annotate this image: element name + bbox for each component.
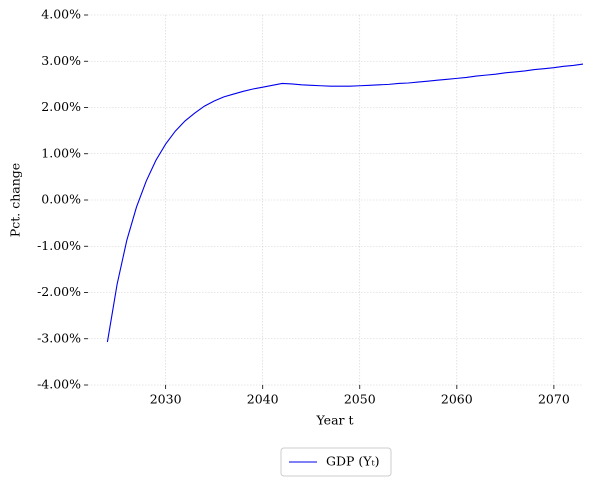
y-tick-label: 3.00% bbox=[41, 53, 81, 68]
x-axis-label: Year t bbox=[316, 413, 354, 428]
legend: GDP (Yₜ) bbox=[280, 447, 392, 477]
y-tick-label: 2.00% bbox=[41, 99, 81, 114]
x-tick-label: 2050 bbox=[344, 392, 376, 407]
x-tick-label: 2030 bbox=[150, 392, 182, 407]
legend-box bbox=[280, 447, 392, 477]
x-tick-label: 2070 bbox=[538, 392, 570, 407]
line bbox=[106, 63, 584, 343]
y-tick-label: -3.00% bbox=[37, 330, 81, 345]
y-tick-label: -1.00% bbox=[37, 238, 81, 253]
x-tick-label: 2040 bbox=[247, 392, 279, 407]
y-tick-label: 0.00% bbox=[41, 192, 81, 207]
legend-label: GDP (Yₜ) bbox=[326, 454, 379, 469]
y-axis-label: Pct. change bbox=[8, 163, 23, 237]
y-tick-label: 4.00% bbox=[41, 7, 81, 22]
x-tick-label: 2060 bbox=[441, 392, 473, 407]
y-tick-label: -2.00% bbox=[37, 284, 81, 299]
y-tick-label: 1.00% bbox=[41, 145, 81, 160]
y-tick-label: -4.00% bbox=[37, 377, 81, 392]
